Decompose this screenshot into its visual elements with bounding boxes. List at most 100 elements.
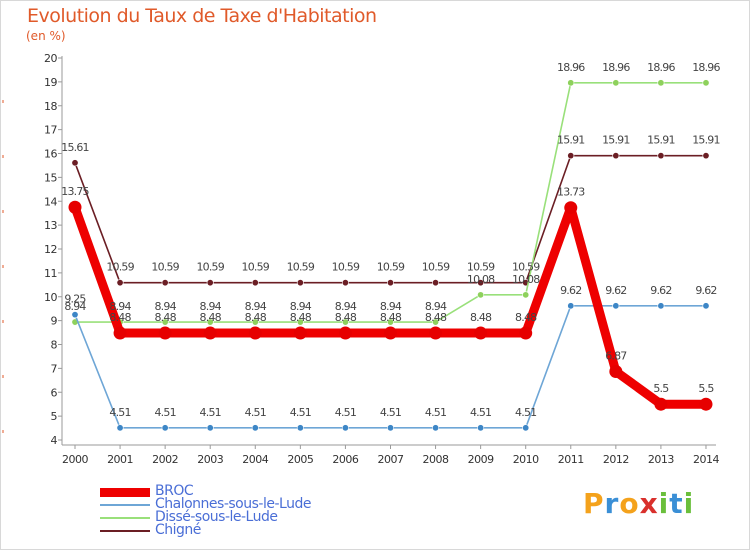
data-point — [612, 79, 620, 87]
data-label: 8.48 — [425, 311, 447, 324]
data-point — [522, 424, 530, 432]
legend-label: Chigné — [155, 522, 201, 538]
data-point — [161, 279, 169, 287]
x-tick-label: 2007 — [377, 453, 403, 466]
data-point — [702, 79, 710, 87]
data-label: 10.59 — [422, 261, 450, 274]
data-point — [68, 200, 82, 214]
y-tick-label: 9 — [51, 315, 58, 328]
data-label: 10.08 — [467, 273, 495, 286]
data-label: 8.48 — [335, 311, 357, 324]
data-label: 10.59 — [377, 261, 405, 274]
data-point — [206, 318, 214, 326]
data-point — [429, 326, 443, 340]
data-point — [519, 326, 533, 340]
legend-item: BROC — [100, 483, 420, 499]
x-tick-label: 2014 — [693, 453, 719, 466]
legend-swatch — [100, 517, 150, 519]
data-point — [206, 424, 214, 432]
data-point — [158, 326, 172, 340]
data-label: 4.51 — [425, 406, 446, 419]
data-label: 8.94 — [380, 300, 402, 313]
data-label: 4.51 — [335, 406, 356, 419]
y-tick-label: 7 — [51, 362, 58, 375]
data-label: 18.96 — [557, 61, 585, 74]
data-point — [296, 424, 304, 432]
y-tick-label: 13 — [44, 219, 57, 232]
data-point — [341, 424, 349, 432]
y-tick-label: 18 — [44, 100, 57, 113]
data-point — [293, 326, 307, 340]
y-tick-label: 14 — [44, 195, 57, 208]
data-point — [341, 279, 349, 287]
data-label: 8.94 — [425, 300, 447, 313]
data-label: 4.51 — [245, 406, 266, 419]
logo-letter: o — [619, 487, 640, 520]
data-label: 15.91 — [557, 134, 585, 147]
data-label: 8.94 — [290, 300, 312, 313]
data-label: 10.59 — [151, 261, 179, 274]
legend-label: BROC — [155, 483, 194, 499]
data-label: 15.91 — [647, 134, 675, 147]
data-label: 10.59 — [106, 261, 134, 274]
data-point — [609, 364, 623, 378]
logo-letter: i — [658, 487, 670, 520]
logo-letter: t — [669, 487, 684, 520]
data-label: 8.94 — [335, 300, 357, 313]
data-point — [71, 311, 79, 319]
x-tick-label: 2003 — [197, 453, 223, 466]
x-tick-label: 2001 — [107, 453, 133, 466]
data-label: 10.59 — [467, 261, 495, 274]
data-label: 4.51 — [515, 406, 536, 419]
data-point — [248, 326, 262, 340]
y-tick-label: 12 — [44, 243, 57, 256]
data-label: 8.94 — [200, 300, 222, 313]
legend-swatch — [100, 530, 150, 532]
data-label: 8.48 — [470, 311, 492, 324]
legend-item: Dissé-sous-le-Lude — [100, 509, 420, 525]
data-label: 8.48 — [290, 311, 312, 324]
data-label: 5.5 — [698, 382, 714, 395]
data-label: 8.48 — [200, 311, 222, 324]
legend-item: Chigné — [100, 522, 420, 538]
proxiti-logo: Proxiti — [583, 487, 694, 520]
y-tick-label: 5 — [51, 410, 58, 423]
y-tick-label: 4 — [51, 434, 58, 447]
data-point — [432, 279, 440, 287]
data-point — [161, 318, 169, 326]
data-label: 4.51 — [154, 406, 175, 419]
data-point — [699, 397, 713, 411]
x-tick-label: 2005 — [287, 453, 313, 466]
data-point — [386, 318, 394, 326]
data-label: 6.87 — [605, 349, 627, 362]
x-tick-label: 2004 — [242, 453, 268, 466]
x-tick-label: 2000 — [62, 453, 88, 466]
data-label: 18.96 — [602, 61, 630, 74]
x-tick-label: 2010 — [513, 453, 539, 466]
chart-title: Evolution du Taux de Taxe d'Habitation — [27, 5, 377, 27]
data-label: 15.61 — [61, 141, 89, 154]
data-point — [564, 201, 578, 215]
data-point — [338, 326, 352, 340]
x-tick-label: 2013 — [648, 453, 674, 466]
data-label: 10.59 — [196, 261, 224, 274]
data-point — [386, 279, 394, 287]
data-label: 9.62 — [605, 284, 626, 297]
data-label: 13.73 — [557, 186, 585, 199]
chart-subtitle: (en %) — [26, 29, 66, 43]
y-tick-label: 11 — [44, 267, 57, 280]
data-label: 4.51 — [290, 406, 311, 419]
logo-letter: i — [683, 487, 695, 520]
data-point — [657, 79, 665, 87]
x-tick-label: 2008 — [423, 453, 449, 466]
data-label: 9.25 — [64, 293, 86, 306]
data-point — [383, 326, 397, 340]
y-tick-label: 10 — [44, 291, 57, 304]
x-tick-label: 2002 — [152, 453, 178, 466]
data-label: 10.59 — [287, 261, 315, 274]
data-point — [113, 326, 127, 340]
data-label: 8.48 — [380, 311, 402, 324]
data-label: 15.91 — [692, 134, 720, 147]
data-point — [296, 318, 304, 326]
